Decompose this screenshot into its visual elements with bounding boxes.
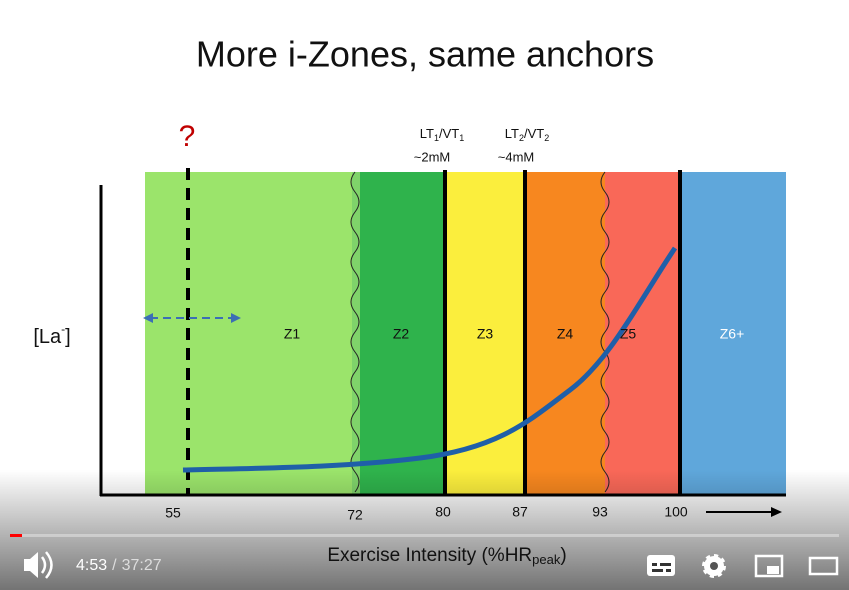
time-display: 4:53/37:27 — [76, 557, 162, 574]
settings-button[interactable] — [702, 554, 726, 578]
progress-played — [10, 534, 22, 537]
theater-button[interactable] — [808, 556, 839, 576]
subtitles-button[interactable] — [647, 555, 675, 576]
zone-band — [680, 172, 786, 495]
wavy-divider — [600, 171, 610, 493]
zone-band — [360, 172, 445, 495]
zone-label: Z2 — [393, 326, 410, 342]
zone-label: Z6+ — [720, 326, 745, 342]
threshold-note: ~2mM — [414, 149, 450, 164]
zone-band — [605, 172, 680, 495]
y-axis-label: [La-] — [33, 322, 70, 348]
dashed-arrow — [143, 313, 241, 323]
threshold-note: ~4mM — [498, 149, 534, 164]
progress-track[interactable] — [10, 534, 839, 537]
threshold-label: LT2/VT2 — [505, 126, 549, 143]
slide-title: More i-Zones, same anchors — [196, 34, 654, 75]
miniplayer-button[interactable] — [754, 554, 784, 578]
zone-label: Z3 — [477, 326, 494, 342]
wavy-divider — [350, 171, 360, 493]
zone-label: Z4 — [557, 326, 574, 342]
volume-button[interactable] — [24, 551, 53, 579]
lactate-curve — [182, 246, 678, 473]
question-mark: ? — [179, 120, 196, 153]
threshold-label: LT1/VT1 — [420, 126, 464, 143]
zone-band — [145, 172, 360, 495]
x-axis-label: Exercise Intensity (%HRpeak) — [327, 545, 566, 567]
zones — [145, 172, 786, 495]
zone-label: Z5 — [620, 326, 637, 342]
zone-band — [525, 172, 607, 495]
zone-label: Z1 — [284, 326, 301, 342]
zone-band — [352, 172, 362, 495]
